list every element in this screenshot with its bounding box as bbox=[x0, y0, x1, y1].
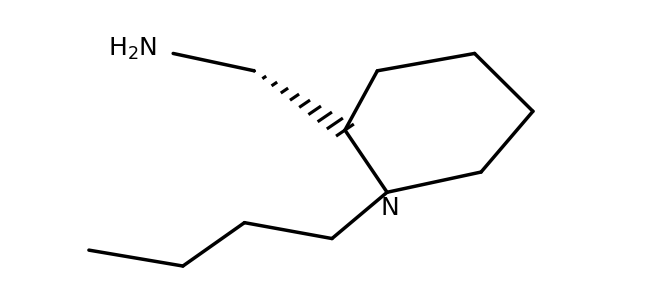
Text: H$_2$N: H$_2$N bbox=[108, 36, 157, 62]
Text: N: N bbox=[381, 196, 400, 220]
